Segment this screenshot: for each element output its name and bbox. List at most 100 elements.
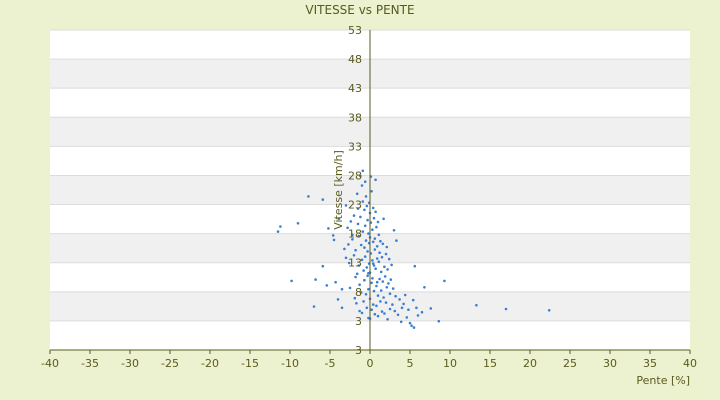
- data-point: [373, 248, 377, 251]
- data-point: [355, 302, 358, 305]
- x-tick-label: 0: [367, 357, 374, 370]
- data-point: [356, 222, 360, 226]
- data-point: [384, 301, 388, 304]
- data-point: [410, 324, 413, 328]
- data-point: [325, 284, 329, 287]
- data-point: [443, 279, 446, 283]
- data-point: [358, 309, 361, 313]
- data-point: [348, 286, 352, 290]
- data-point: [363, 246, 366, 249]
- data-point: [352, 214, 356, 217]
- data-point: [360, 184, 364, 187]
- data-point: [379, 300, 382, 303]
- x-tick-label: 5: [407, 357, 414, 370]
- data-point: [290, 279, 293, 283]
- data-point: [377, 260, 381, 264]
- x-tick-label: 15: [483, 357, 497, 370]
- data-point: [359, 215, 362, 219]
- y-tick-label: 43: [348, 82, 362, 95]
- y-tick-label: 23: [348, 199, 362, 212]
- data-point: [321, 264, 325, 268]
- data-point: [405, 316, 409, 319]
- data-point: [388, 292, 392, 296]
- data-point: [373, 312, 377, 316]
- data-point: [332, 238, 336, 242]
- data-point: [327, 227, 330, 230]
- data-point: [359, 174, 362, 178]
- data-point: [392, 229, 396, 232]
- data-point: [362, 300, 365, 303]
- data-point: [276, 230, 280, 233]
- data-point: [375, 245, 379, 248]
- data-point: [363, 278, 366, 282]
- x-tick-label: 35: [643, 357, 657, 370]
- data-point: [385, 245, 389, 249]
- x-tick-label: -35: [81, 357, 99, 370]
- data-point: [420, 310, 424, 314]
- data-point: [403, 293, 407, 297]
- data-point: [391, 287, 395, 290]
- data-point: [363, 224, 367, 228]
- data-point: [364, 239, 368, 242]
- data-point: [377, 233, 381, 237]
- data-point: [351, 233, 354, 237]
- data-point: [371, 262, 375, 265]
- data-point: [382, 296, 385, 299]
- data-point: [366, 218, 369, 222]
- data-point: [364, 293, 368, 296]
- data-point: [370, 281, 373, 285]
- data-point: [371, 277, 374, 280]
- data-point: [344, 204, 348, 207]
- data-point: [359, 243, 363, 247]
- data-point: [376, 314, 380, 318]
- x-tick-label: 25: [563, 357, 577, 370]
- y-tick-label: 28: [348, 169, 362, 182]
- data-point: [375, 304, 378, 308]
- data-point: [347, 261, 351, 265]
- data-point: [379, 289, 383, 292]
- data-point: [353, 296, 357, 300]
- data-point: [344, 256, 348, 260]
- data-point: [381, 242, 385, 246]
- data-point: [334, 280, 337, 284]
- x-tick-label: -5: [325, 357, 336, 370]
- x-axis-label: Pente [%]: [636, 374, 690, 387]
- x-tick-label: -25: [161, 357, 179, 370]
- data-point: [337, 217, 341, 221]
- data-point: [387, 282, 390, 285]
- data-point: [388, 307, 392, 311]
- data-point: [357, 264, 361, 267]
- data-point: [351, 238, 354, 241]
- data-point: [385, 286, 389, 289]
- data-point: [411, 298, 415, 302]
- y-tick-label: 53: [348, 24, 362, 37]
- data-point: [415, 306, 418, 310]
- data-point: [429, 307, 433, 310]
- data-point: [371, 240, 375, 244]
- data-point: [352, 254, 356, 257]
- data-point: [354, 248, 357, 252]
- data-point: [391, 303, 394, 306]
- y-tick-label: 48: [348, 53, 362, 66]
- data-point: [547, 309, 551, 312]
- data-point: [314, 278, 317, 281]
- data-point: [396, 313, 400, 317]
- data-point: [423, 286, 426, 289]
- data-point: [365, 204, 369, 208]
- data-point: [370, 308, 373, 312]
- x-tick-label: -15: [241, 357, 259, 370]
- data-point: [408, 321, 412, 325]
- data-point: [386, 318, 389, 321]
- data-point: [393, 309, 397, 313]
- data-point: [366, 250, 369, 253]
- data-point: [367, 287, 370, 291]
- y-tick-label: 13: [348, 257, 362, 270]
- y-tick-label: 3: [355, 344, 362, 357]
- data-point: [355, 272, 359, 276]
- data-point: [370, 190, 373, 193]
- data-point: [413, 264, 417, 268]
- data-point: [360, 258, 364, 262]
- data-point: [387, 257, 391, 261]
- data-point: [371, 228, 374, 231]
